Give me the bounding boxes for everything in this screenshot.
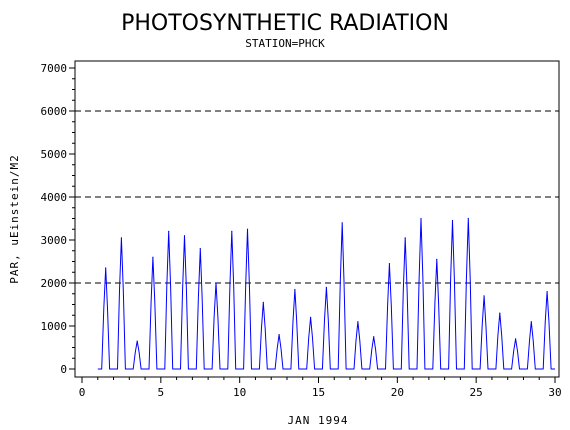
daily-peak-point <box>168 230 170 232</box>
x-tick-label: 10 <box>233 386 246 399</box>
y-tick-label: 2000 <box>41 277 68 290</box>
daily-peak-point <box>530 321 532 323</box>
daily-peak-point <box>420 217 422 220</box>
daily-peak-point <box>467 217 469 220</box>
y-tick-label: 0 <box>60 363 67 376</box>
x-tick-label: 15 <box>312 386 325 399</box>
x-axis-label: JAN 1994 <box>288 414 349 427</box>
daily-peak-point <box>136 340 138 342</box>
daily-peak-point <box>388 263 391 265</box>
chart-subtitle: STATION=PHCK <box>245 37 325 50</box>
daily-peak-point <box>152 256 154 258</box>
y-tick-label: 3000 <box>41 234 68 247</box>
x-tick-label: 25 <box>470 386 483 399</box>
daily-peak-point <box>514 338 517 340</box>
y-tick-label: 4000 <box>41 191 68 204</box>
x-tick-label: 0 <box>79 386 86 399</box>
daily-peak-point <box>215 282 217 284</box>
y-tick-label: 1000 <box>41 320 68 333</box>
y-tick-label: 5000 <box>41 148 68 161</box>
y-tick-label: 7000 <box>41 62 68 75</box>
daily-peak-point <box>183 235 186 237</box>
daily-peak-point <box>120 237 123 239</box>
daily-peak-point <box>546 291 548 293</box>
daily-peak-point <box>262 301 264 303</box>
par-line <box>97 218 555 370</box>
x-tick-label: 5 <box>158 386 165 399</box>
daily-peak-point <box>199 248 201 250</box>
daily-peak-point <box>310 316 312 318</box>
daily-peak-point <box>499 312 501 314</box>
daily-peak-point <box>483 295 485 297</box>
x-axis: 0 5 10 15 20 25 30 <box>79 377 562 399</box>
daily-peak-point <box>294 288 296 291</box>
daily-peak-point <box>325 286 327 288</box>
daily-peak-point <box>436 258 438 260</box>
daily-peak-point <box>373 336 375 338</box>
y-axis: 0 1000 2000 3000 4000 5000 6000 7000 <box>41 62 75 376</box>
daily-peak-point <box>105 267 107 269</box>
y-tick-label: 6000 <box>41 105 68 118</box>
daily-peak-point <box>451 220 454 222</box>
reference-lines <box>75 110 559 284</box>
x-tick-label: 30 <box>548 386 561 399</box>
y-axis-label: PAR, uEinstein/M2 <box>8 154 21 284</box>
chart-title: PHOTOSYNTHETIC RADIATION <box>121 11 449 36</box>
daily-peak-point <box>246 228 249 230</box>
daily-peak-point <box>404 237 406 239</box>
daily-peak-point <box>341 222 343 224</box>
daily-peak-point <box>357 321 359 323</box>
daily-peak-point <box>278 334 280 336</box>
par-series <box>97 217 555 370</box>
x-tick-label: 20 <box>391 386 404 399</box>
daily-peak-point <box>231 230 233 232</box>
